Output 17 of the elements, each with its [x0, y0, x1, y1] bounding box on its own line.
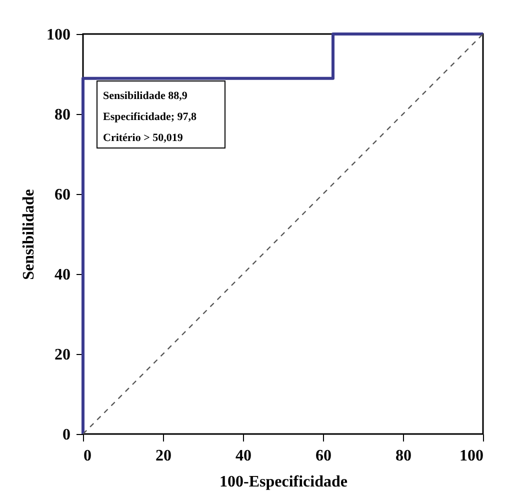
annotation: Sensibilidade 88,9	[103, 90, 188, 102]
x-tick-label: 0	[84, 448, 92, 464]
y-tick-label: 80	[54, 106, 70, 124]
x-tick-label: 40	[236, 448, 252, 464]
y-tick-label: 100	[46, 26, 70, 44]
x-tick-label: 20	[156, 448, 172, 464]
x-tick-label: 60	[316, 448, 332, 464]
annotation: Critério > 50,019	[103, 132, 184, 144]
y-axis-title: Sensibilidade	[20, 189, 38, 280]
x-tick-label: 80	[396, 448, 412, 464]
y-tick-label: 0	[62, 426, 70, 444]
annotation: Especificidade; 97,8	[103, 111, 197, 123]
x-axis-title: 100-Especificidade	[220, 474, 348, 490]
y-tick-label: 60	[54, 186, 70, 204]
x-tick-label: 100	[460, 448, 484, 464]
y-tick-label: 40	[54, 266, 70, 284]
y-tick-label: 20	[54, 346, 70, 364]
